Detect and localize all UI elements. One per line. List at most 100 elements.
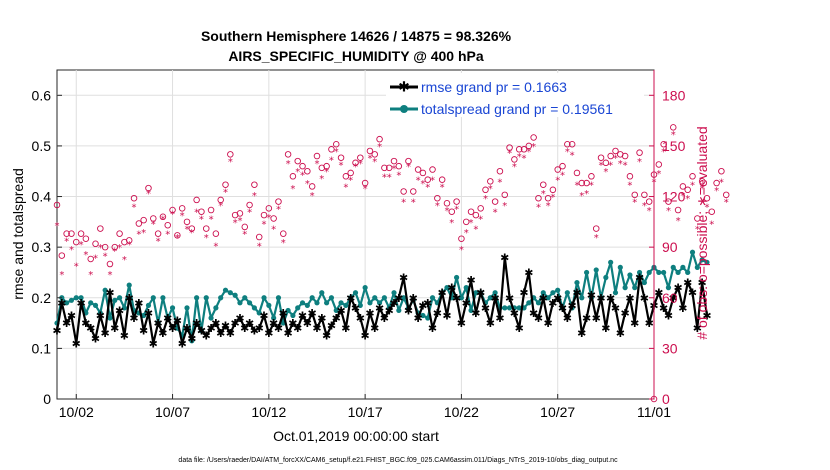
obs-possible-point [482,186,489,194]
rmse-point: ✱ [413,312,422,325]
totalspread-point [64,300,70,306]
y-right-axis-label: # of obs: o=possible; ∗=evaluated [694,126,710,339]
rmse-point: ✱ [683,277,692,290]
obs-possible-point [92,240,99,248]
totalspread-point [555,287,561,293]
obs-evaluated-point: * [671,130,676,141]
totalspread-point [237,300,243,306]
obs-possible-point [385,164,393,172]
totalspread-point [295,305,301,311]
x-tick-label: 10/12 [251,404,286,420]
rmse-point: ✱ [572,287,581,300]
totalspread-point [545,295,551,301]
totalspread-point [362,285,368,291]
obs-evaluated-point: * [300,171,305,182]
obs-evaluated-point: * [637,157,642,168]
rmse-point: ✱ [283,327,292,340]
totalspread-point [608,259,614,265]
totalspread-point [150,295,156,301]
obs-evaluated-point: * [194,208,199,219]
totalspread-point [338,300,344,306]
obs-evaluated-point: * [281,238,286,249]
rmse-point: ✱ [245,317,254,330]
obs-evaluated-point: * [252,191,257,202]
y-tick-label: 0.6 [32,87,52,103]
totalspread-point [290,312,296,319]
totalspread-point [189,338,195,344]
totalspread-point [73,295,79,301]
obs-evaluated-point: * [271,225,276,236]
rmse-point: ✱ [404,304,413,317]
totalspread-point [333,307,339,314]
y-tick-label: 0.2 [32,290,52,306]
totalspread-point [656,269,662,276]
obs-evaluated-point: * [478,214,483,225]
obs-possible-point [135,220,143,227]
rmse-point: ✱ [476,287,485,300]
obs-evaluated-point: * [98,243,103,254]
rmse-point: ✱ [486,317,495,330]
obs-possible-point [588,173,595,180]
obs-evaluated-point: * [314,159,319,170]
rmse-point: ✱ [611,302,620,315]
rmse-point: ✱ [206,322,215,335]
obs-possible-point [323,162,330,170]
obs-evaluated-point: * [64,236,69,247]
obs-evaluated-point: * [367,154,372,165]
obs-possible-point [568,140,576,148]
obs-evaluated-point: * [536,203,541,214]
obs-evaluated-point: * [560,171,565,182]
obs-possible-point [116,230,123,237]
totalspread-point [502,305,508,311]
totalspread-point [506,305,513,311]
obs-possible-point [352,159,359,167]
rmse-point: ✱ [457,317,466,330]
obs-evaluated-point: * [74,262,79,273]
obs-possible-point [280,230,287,237]
totalspread-point [372,295,378,301]
rmse-point: ✱ [601,322,610,335]
rmse-point: ✱ [269,317,278,330]
y-tick-label: 0.1 [32,340,52,356]
obs-evaluated-point: * [594,233,599,244]
totalspread-point [376,300,383,306]
totalspread-point [487,295,493,301]
obs-evaluated-point: * [574,181,579,192]
rmse-point: ✱ [466,274,475,287]
rmse-point: ✱ [447,282,456,295]
rmse-point: ✱ [534,312,543,325]
rmse-point: ✱ [351,302,360,315]
totalspread-point [579,295,585,301]
obs-possible-point [400,188,407,195]
y-axis-label: rmse and totalspread [10,168,26,300]
totalspread-point [271,315,277,321]
obs-evaluated-point: * [666,206,671,217]
rmse-point: ✱ [698,277,707,290]
totalspread-point [227,290,233,296]
plot-area [56,69,655,400]
obs-possible-point [376,135,383,143]
obs-possible-point [559,162,566,170]
obs-possible-point [304,167,311,175]
rmse-point: ✱ [62,317,71,330]
obs-evaluated-point: * [454,204,459,215]
rmse-point: ✱ [664,309,673,322]
rmse-point: ✱ [596,292,605,305]
rmse-point: ✱ [57,297,66,310]
obs-possible-point [670,124,677,131]
obs-possible-point [361,179,369,187]
obs-possible-point [366,147,374,155]
obs-evaluated-point: * [623,160,628,171]
obs-evaluated-point: * [444,206,449,217]
rmse-point: ✱ [72,337,81,350]
obs-possible-point [87,255,94,263]
totalspread-point [285,307,291,314]
totalspread-point [425,315,431,321]
totalspread-point [92,302,99,308]
rmse-point: ✱ [120,330,129,343]
obs-evaluated-point: * [117,243,122,254]
totalspread-point [680,264,686,270]
obs-evaluated-point: * [541,189,546,200]
obs-evaluated-point: * [483,194,488,205]
rmse-point: ✱ [399,272,408,285]
